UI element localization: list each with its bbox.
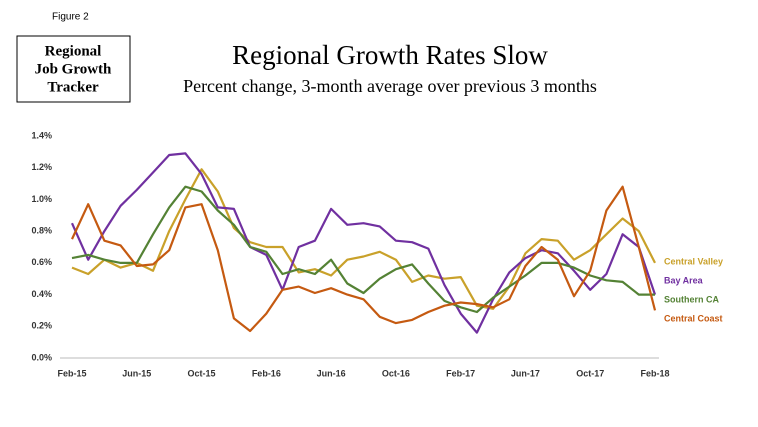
y-tick-label: 0.0% [31,352,52,362]
badge-line: Tracker [47,79,99,95]
x-tick-label: Feb-16 [252,368,281,378]
y-tick-label: 1.4% [31,130,52,140]
x-tick-label: Oct-16 [382,368,410,378]
x-tick-label: Feb-17 [446,368,475,378]
badge-box [16,35,131,103]
figure-label: Figure 2 [52,12,89,23]
chart-subtitle: Percent change, 3-month average over pre… [183,76,597,96]
badge-line: Regional [45,43,102,59]
x-tick-label: Feb-18 [640,368,669,378]
y-tick-label: 1.0% [31,194,52,204]
badge-line: Job Growth [35,61,112,77]
y-tick-label: 0.8% [31,226,52,236]
legend-label: Central Valley [664,256,723,266]
x-tick-label: Oct-15 [188,368,216,378]
y-tick-label: 0.2% [31,321,52,331]
x-tick-label: Feb-15 [57,368,86,378]
series-line [70,152,657,334]
x-tick-label: Jun-17 [511,368,540,378]
legend-label: Central Coast [664,313,723,323]
y-tick-label: 0.6% [31,257,52,267]
series-line [71,168,656,310]
series-line [71,185,657,333]
y-tick-label: 0.4% [31,289,52,299]
x-tick-label: Jun-16 [317,368,346,378]
y-tick-label: 1.2% [31,162,52,172]
x-tick-label: Jun-15 [122,368,151,378]
chart-title: Regional Growth Rates Slow [232,40,548,70]
legend-label: Southern CA [664,294,719,304]
x-tick-label: Oct-17 [576,368,604,378]
series-line [71,185,655,314]
legend-label: Bay Area [664,275,704,285]
